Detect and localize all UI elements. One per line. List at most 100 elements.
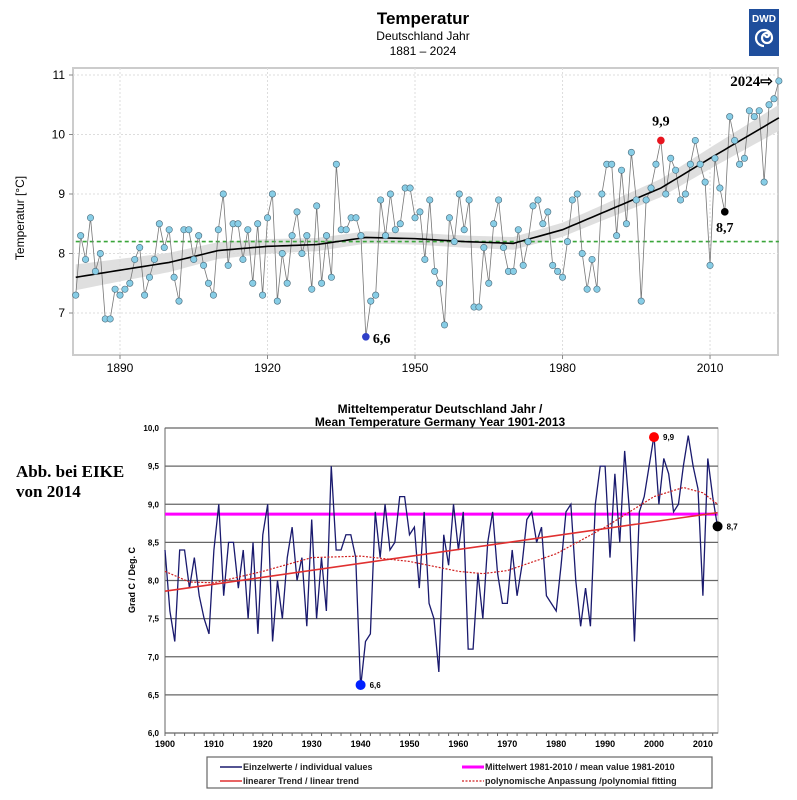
bottom-y-axis-label: Grad C / Deg. C: [127, 546, 137, 613]
data-point-1884: [86, 214, 94, 222]
data-point-1988: [598, 190, 606, 198]
data-point-1897: [150, 255, 158, 263]
y-tick-label: 7: [58, 306, 65, 320]
x-tick-label: 1930: [302, 739, 322, 749]
annotation-label-2013: 8,7: [727, 522, 739, 531]
data-point-1936: [342, 226, 350, 234]
x-tick-label: 1950: [399, 739, 419, 749]
data-point-1910: [214, 226, 222, 234]
data-point-1944: [382, 232, 390, 240]
top-y-axis-label: Temperatur [°C]: [13, 176, 27, 260]
x-tick-label: 1960: [448, 739, 468, 749]
data-point-1959: [455, 190, 463, 198]
legend-item-poly: polynomische Anpassung /polynomial fitti…: [485, 776, 677, 786]
data-point-1954: [431, 267, 439, 275]
data-point-2004: [677, 196, 685, 204]
y-tick-label: 6,5: [148, 691, 160, 700]
x-tick-label: 2010: [693, 739, 713, 749]
top-chart-subtitle: Deutschland Jahr: [376, 29, 469, 43]
data-point-1883: [82, 255, 90, 263]
data-point-1946: [391, 226, 399, 234]
x-tick-label: 1950: [402, 361, 429, 375]
data-point-1966: [490, 220, 498, 228]
data-point-1965: [485, 279, 493, 287]
data-point-1895: [141, 291, 149, 299]
x-tick-label: 2000: [644, 739, 664, 749]
highlight-point-2000: [649, 432, 659, 443]
data-point-1971: [514, 226, 522, 234]
highlight-point-2013: [712, 521, 723, 532]
data-point-1943: [377, 196, 385, 204]
data-point-1950: [411, 214, 419, 222]
data-point-1972: [519, 261, 527, 269]
legend-item-mean: Mittelwert 1981-2010 / mean value 1981-2…: [485, 762, 675, 772]
data-point-1942: [372, 291, 380, 299]
data-point-1963: [475, 303, 483, 311]
data-point-1951: [416, 208, 424, 216]
data-point-1977: [544, 208, 552, 216]
y-tick-label: 8,5: [148, 538, 160, 547]
data-point-1998: [647, 184, 655, 192]
annotation-label-1940: 6,6: [370, 681, 382, 690]
data-point-1921: [268, 190, 276, 198]
data-point-1974: [529, 202, 537, 210]
data-point-1996: [637, 297, 645, 305]
polynomial-fit-line: [164, 486, 718, 584]
x-tick-label: 1980: [546, 739, 566, 749]
data-point-1917: [249, 279, 257, 287]
data-point-1956: [441, 321, 449, 329]
data-point-1881: [72, 291, 80, 299]
data-point-1930: [313, 202, 321, 210]
data-point-1906: [195, 232, 203, 240]
data-point-1907: [200, 261, 208, 269]
annotation-label-2000: 9,9: [652, 114, 670, 129]
data-point-2023: [770, 95, 778, 103]
data-point-2007: [691, 136, 699, 144]
data-point-1899: [160, 244, 168, 252]
data-point-1964: [480, 244, 488, 252]
data-point-1889: [111, 285, 119, 293]
data-point-1905: [190, 255, 198, 263]
data-point-1919: [259, 291, 267, 299]
y-tick-label: 11: [53, 68, 66, 82]
data-point-1909: [209, 291, 217, 299]
data-point-1914: [234, 220, 242, 228]
data-point-1891: [121, 285, 129, 293]
bottom-chart: 6,0 6,5 7,0 7,5 8,0 8,5 9,0 9,5 10,0 1900 1910 1920…: [143, 424, 738, 749]
data-point-1997: [642, 196, 650, 204]
data-point-1931: [318, 279, 326, 287]
highlight-point-1940: [355, 679, 366, 690]
data-point-1978: [549, 261, 557, 269]
data-point-2019: [750, 113, 758, 121]
x-tick-label: 1970: [497, 739, 517, 749]
annotation-2024: 2024⇨: [730, 74, 773, 90]
data-point-2022: [765, 101, 773, 109]
series-line: [75, 80, 780, 337]
data-point-2003: [672, 166, 680, 174]
x-tick-label: 1900: [155, 739, 175, 749]
top-chart: 1890 1920 1950 1980 2010 7 8 9 10 11 9,9 8,7 6,6 2024…: [52, 67, 783, 375]
data-point-1900: [165, 226, 173, 234]
y-tick-label: 10: [52, 128, 66, 142]
legend-item-trend: linearer Trend / linear trend: [243, 776, 359, 786]
data-point-1898: [155, 220, 163, 228]
annotation-label-2000: 9,9: [663, 433, 675, 442]
data-point-1941: [367, 297, 375, 305]
y-tick-label: 7,5: [148, 615, 160, 624]
data-point-1892: [126, 279, 134, 287]
data-point-2011: [711, 154, 719, 162]
linear-trend-line: [164, 511, 718, 592]
data-point-1902: [175, 297, 183, 305]
data-point-1888: [106, 315, 114, 323]
data-point-1984: [578, 250, 586, 258]
data-point-2005: [681, 190, 689, 198]
data-point-2016: [736, 160, 744, 168]
data-point-1924: [283, 279, 291, 287]
data-point-1886: [96, 250, 104, 258]
data-point-1967: [495, 196, 503, 204]
data-point-2002: [667, 154, 675, 162]
data-point-1904: [185, 226, 193, 234]
bottom-legend: Einzelwerte / individual values Mittelwe…: [206, 756, 713, 789]
data-point-1916: [244, 226, 252, 234]
data-point-1960: [460, 226, 468, 234]
